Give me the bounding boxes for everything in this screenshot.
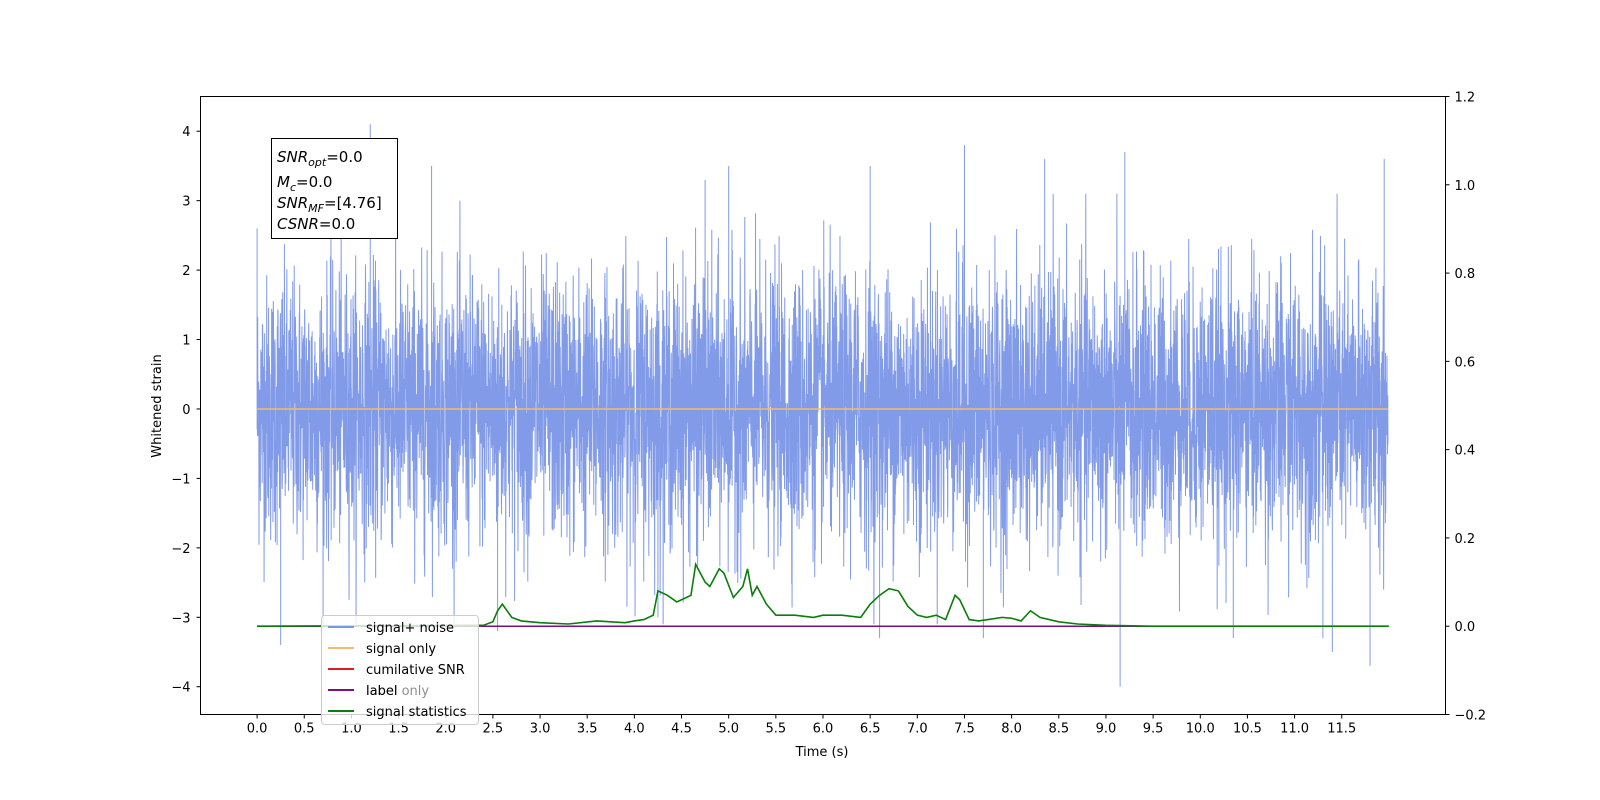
axis-ticks: 0.0 0.5 1.0 1.5 2.0 2.5 3.0 3.5 4.0 4.5 5.0 5.5 6.0 6… — [171, 91, 1486, 737]
annotation-line-snr-mf: SNRMF=[4.76] — [277, 194, 382, 215]
y-tick-label: 4 — [182, 125, 190, 140]
legend-label-signal-noise: signal+ noise — [366, 621, 454, 636]
y-tick-label: 3 — [182, 195, 190, 210]
x-tick-label: 0.5 — [294, 722, 315, 737]
legend: signal+ noise signal only cumilative SNR… — [321, 615, 479, 725]
series-signal-noise — [256, 124, 1389, 687]
x-tick-label: 5.5 — [765, 722, 786, 737]
y-tick-label: −4 — [171, 681, 190, 696]
y2-tick-label: 0.4 — [1455, 444, 1476, 459]
x-tick-label: 6.0 — [813, 722, 834, 737]
y2-tick-label: 1.2 — [1455, 91, 1476, 106]
y2-tick-label: 0.2 — [1455, 532, 1476, 547]
y-tick-label: 2 — [182, 264, 190, 279]
y-tick-label: −2 — [171, 542, 190, 557]
y2-tick-label: 0.0 — [1455, 620, 1476, 635]
y2-tick-label: 0.6 — [1455, 355, 1476, 370]
annotation-line-csnr: CSNR=0.0 — [277, 215, 355, 233]
legend-frame — [321, 615, 479, 725]
x-tick-label: 9.0 — [1096, 722, 1117, 737]
y2-tick-label: 1.0 — [1455, 179, 1476, 194]
y2-tick-label: −0.2 — [1455, 709, 1487, 724]
y-tick-label: −1 — [171, 472, 190, 487]
y-tick-label: −3 — [171, 611, 190, 626]
y-tick-label: 0 — [182, 403, 190, 418]
legend-label-label-only-ghost: label only — [366, 684, 429, 699]
y2-tick-label: 0.8 — [1455, 267, 1476, 282]
legend-label-label: label — [366, 684, 397, 699]
x-tick-label: 4.5 — [671, 722, 692, 737]
x-tick-label: 0.0 — [247, 722, 268, 737]
y-tick-label: 1 — [182, 334, 190, 349]
x-tick-label: 9.5 — [1143, 722, 1164, 737]
x-tick-label: 1.5 — [388, 722, 409, 737]
x-axis-label: Time (s) — [795, 745, 849, 760]
x-tick-label: 5.0 — [718, 722, 739, 737]
annotation-line-snr-opt: SNRopt=0.0 — [277, 148, 363, 169]
series-signal-statistics — [257, 561, 1389, 628]
x-tick-label: 2.5 — [483, 722, 504, 737]
legend-label-cumulative-snr: cumilative SNR — [366, 663, 465, 678]
x-tick-label: 1.0 — [341, 722, 362, 737]
x-tick-label: 8.5 — [1048, 722, 1069, 737]
snr-annotation-box: SNRopt=0.0 Mc=0.0 SNRMF=[4.76] CSNR=0.0 — [271, 138, 398, 239]
plot-area — [256, 124, 1389, 687]
x-tick-label: 10.5 — [1233, 722, 1262, 737]
x-tick-label: 6.5 — [860, 722, 881, 737]
x-tick-label: 4.0 — [624, 722, 645, 737]
x-tick-label: 7.5 — [954, 722, 975, 737]
x-tick-label: 11.5 — [1327, 722, 1356, 737]
legend-label-signal-statistics: signal statistics — [366, 705, 467, 720]
x-tick-label: 10.0 — [1186, 722, 1215, 737]
x-tick-label: 3.5 — [577, 722, 598, 737]
y-axis-label: Whitened strain — [150, 354, 165, 457]
x-tick-label: 3.0 — [530, 722, 551, 737]
annotation-frame — [271, 138, 398, 239]
annotation-line-mc: Mc=0.0 — [277, 173, 332, 194]
legend-label-signal-only: signal only — [366, 642, 436, 657]
x-tick-label: 11.0 — [1280, 722, 1309, 737]
x-tick-label: 2.0 — [435, 722, 456, 737]
x-tick-label: 7.0 — [907, 722, 928, 737]
x-tick-label: 8.0 — [1001, 722, 1022, 737]
